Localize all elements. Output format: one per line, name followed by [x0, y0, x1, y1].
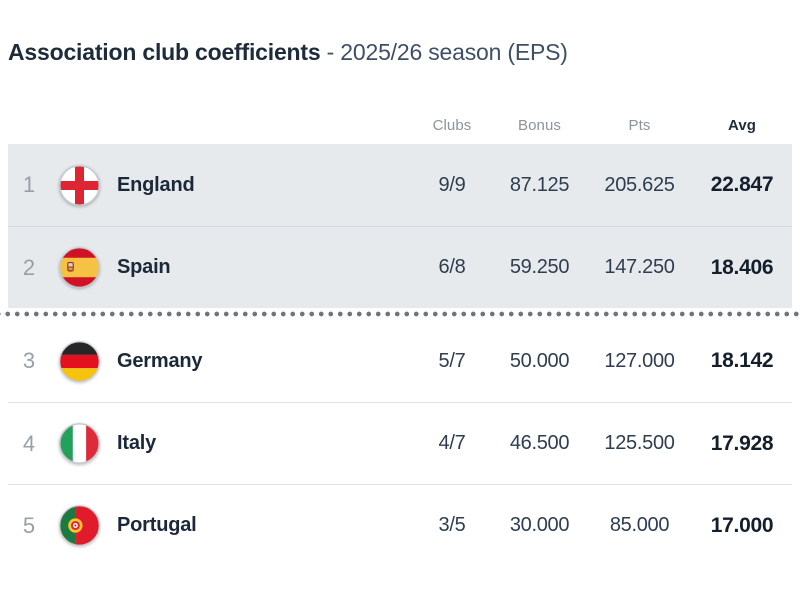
clubs-value: 3/5	[438, 514, 466, 536]
rank-value: 3	[22, 348, 36, 373]
pts-value: 85.000	[609, 514, 670, 536]
flag-cell	[50, 247, 108, 288]
header-bonus: Bonus	[517, 116, 562, 134]
table-row[interactable]: 3 Germany 5/7 50.000 127.000 18.142	[8, 320, 792, 402]
rank-value: 5	[22, 512, 36, 538]
clubs-value: 4/7	[438, 432, 466, 454]
table-row[interactable]: 5 Portugal 3/5 30.000 85.000 17.000	[8, 484, 792, 566]
clubs-value: 5/7	[438, 349, 466, 372]
avg-value: 18.406	[710, 255, 774, 279]
germany-flag	[58, 340, 100, 382]
country-name: Italy	[117, 432, 157, 454]
table-row[interactable]: 2 Spain 6/8 59.250 147.250 18.406	[8, 226, 792, 308]
pts-value: 205.625	[604, 173, 675, 196]
page-title: Association club coefficients - 2025/26 …	[8, 38, 792, 66]
avg-value: 17.928	[710, 431, 774, 455]
flag-cell	[50, 505, 108, 546]
table-row[interactable]: 4 Italy 4/7 46.500 125.500 17.928	[8, 402, 792, 484]
qualification-cutoff-dotted-line	[0, 308, 800, 320]
bonus-value: 30.000	[509, 514, 570, 536]
table-row[interactable]: 1 England 9/9 87.125 205.625 22.847	[8, 144, 792, 226]
rank-value: 1	[22, 172, 36, 197]
avg-value: 17.000	[710, 513, 774, 537]
page-title-season: - 2025/26 season (EPS)	[326, 39, 568, 65]
bonus-value: 87.125	[509, 173, 570, 196]
bonus-value: 59.250	[509, 256, 570, 278]
table-header-row: Clubs Bonus Pts Avg	[8, 106, 792, 144]
country-name: Spain	[117, 256, 171, 278]
country-name: Portugal	[117, 514, 197, 536]
pts-value: 147.250	[604, 256, 675, 278]
header-avg: Avg	[727, 116, 757, 134]
england-flag	[58, 164, 100, 206]
avg-value: 18.142	[710, 349, 774, 372]
header-clubs: Clubs	[432, 116, 472, 134]
header-pts: Pts	[628, 116, 651, 134]
bonus-value: 46.500	[509, 432, 570, 454]
rank-value: 2	[22, 254, 36, 280]
page-title-main: Association club coefficients	[8, 39, 321, 65]
clubs-value: 6/8	[438, 256, 466, 278]
country-name: England	[117, 173, 195, 196]
portugal-flag	[58, 505, 100, 546]
spain-flag	[58, 247, 100, 288]
flag-cell	[50, 340, 108, 382]
coefficients-table: 1 England 9/9 87.125 205.625 22.847 2 Sp…	[0, 144, 800, 566]
rank-value: 4	[22, 430, 36, 456]
country-name: Germany	[117, 349, 203, 372]
clubs-value: 9/9	[438, 173, 466, 196]
flag-cell	[50, 164, 108, 206]
avg-value: 22.847	[710, 173, 774, 196]
bonus-value: 50.000	[509, 349, 570, 372]
pts-value: 125.500	[604, 432, 675, 454]
pts-value: 127.000	[604, 349, 675, 372]
italy-flag	[58, 423, 100, 464]
flag-cell	[50, 423, 108, 464]
